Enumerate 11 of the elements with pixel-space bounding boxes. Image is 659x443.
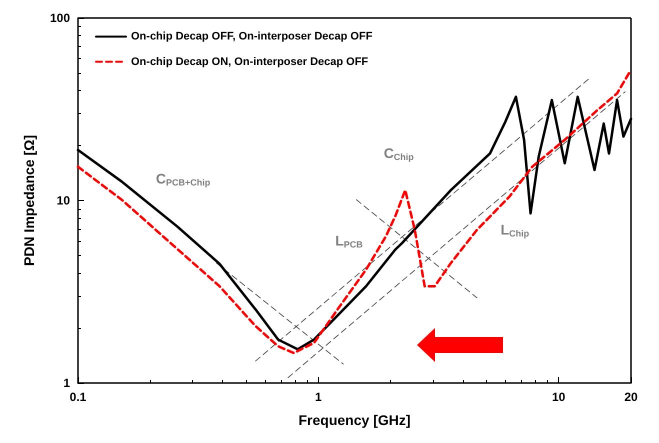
y-axis-title: PDN Impedance [Ω] bbox=[21, 134, 37, 266]
y-tick-label: 10 bbox=[56, 194, 70, 208]
x-tick-label: 10 bbox=[552, 390, 566, 404]
x-tick-label: 0.1 bbox=[70, 390, 87, 404]
x-axis-title: Frequency [GHz] bbox=[298, 412, 411, 428]
x-tick-label: 1 bbox=[314, 390, 322, 404]
y-tick-label: 100 bbox=[50, 11, 70, 25]
legend-label: On-chip Decap ON, On-interposer Decap OFF bbox=[131, 56, 368, 68]
x-tick-label: 20 bbox=[624, 390, 638, 404]
y-tick-label: 1 bbox=[63, 376, 70, 390]
legend-label: On-chip Decap OFF, On-interposer Decap OFF bbox=[131, 30, 373, 43]
